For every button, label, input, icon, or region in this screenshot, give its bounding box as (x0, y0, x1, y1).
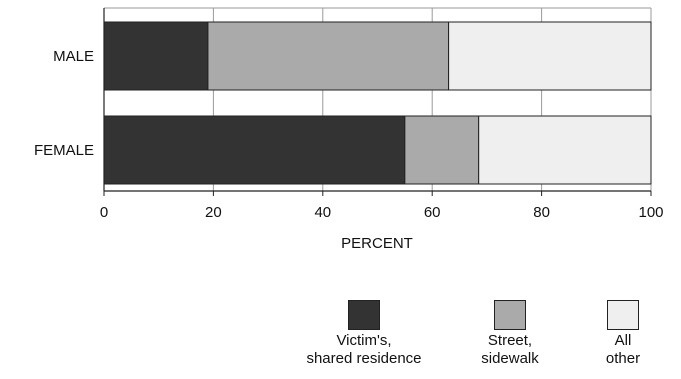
bar-segment (448, 21, 652, 91)
x-tick-label: 40 (314, 204, 331, 221)
x-tick-label: 0 (100, 204, 108, 221)
bar-segment (103, 115, 406, 185)
axes: MALE FEMALE 0 20 40 60 80 100 (34, 8, 664, 221)
bar-segment (103, 21, 209, 91)
bar-segment (207, 21, 450, 91)
x-tick-label: 20 (205, 204, 222, 221)
category-label: MALE (53, 48, 94, 65)
x-axis-title: PERCENT (341, 235, 413, 252)
x-tick-label: 100 (638, 204, 663, 221)
x-tick-label: 80 (533, 204, 550, 221)
x-tick-label: 60 (424, 204, 441, 221)
bars (103, 21, 652, 185)
bar-segment (478, 115, 652, 185)
bar-segment (404, 115, 480, 185)
category-label: FEMALE (34, 142, 94, 159)
